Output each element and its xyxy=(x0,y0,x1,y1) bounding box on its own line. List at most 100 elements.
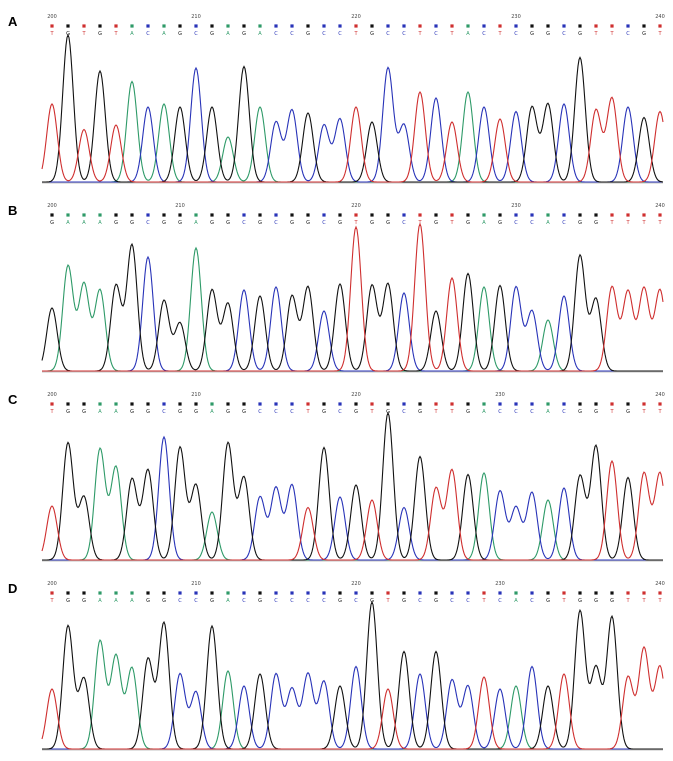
trace-a xyxy=(42,80,663,183)
base-call-marker xyxy=(98,402,102,406)
base-letter: G xyxy=(210,31,214,37)
base-letter: C xyxy=(290,31,294,37)
base-call-marker xyxy=(626,24,630,28)
base-call-marker xyxy=(162,24,166,28)
base-letter: T xyxy=(657,598,662,604)
chromatogram-panel-d: 200 210 220 230 240 T G G A A A G G C C G A C G C C C C G C G T G C G… xyxy=(0,575,673,760)
base-call-marker xyxy=(562,24,566,28)
base-call-marker xyxy=(66,213,70,217)
base-call-marker xyxy=(498,402,502,406)
base-call-marker xyxy=(450,591,454,595)
base-call-marker xyxy=(178,591,182,595)
base-call-marker xyxy=(322,591,326,595)
base-letter: C xyxy=(338,409,342,415)
base-letter: T xyxy=(593,31,598,37)
base-letter: A xyxy=(226,598,230,604)
base-call-marker xyxy=(386,591,390,595)
base-letter: G xyxy=(162,220,166,226)
base-letter: C xyxy=(514,409,518,415)
base-letter: C xyxy=(402,31,406,37)
base-call-marker xyxy=(530,591,534,595)
base-letter: C xyxy=(194,598,198,604)
base-call-marker xyxy=(402,591,406,595)
base-letter: T xyxy=(449,31,454,37)
base-letter: C xyxy=(530,220,534,226)
base-letter: G xyxy=(578,31,582,37)
base-letter: G xyxy=(530,31,534,37)
base-call-marker xyxy=(402,24,406,28)
base-call-marker xyxy=(82,24,86,28)
base-letter: G xyxy=(642,31,646,37)
base-letter: C xyxy=(562,31,566,37)
base-letter: C xyxy=(306,598,310,604)
base-call-marker xyxy=(354,402,358,406)
base-call-marker xyxy=(130,402,134,406)
base-letter: G xyxy=(546,31,550,37)
base-letter: G xyxy=(98,31,102,37)
base-call-marker xyxy=(642,213,646,217)
base-letter: A xyxy=(194,220,198,226)
base-letter: T xyxy=(609,31,614,37)
base-letter: A xyxy=(466,31,470,37)
base-letter: C xyxy=(322,598,326,604)
base-letter: G xyxy=(466,409,470,415)
base-letter: A xyxy=(130,598,134,604)
base-call-marker xyxy=(402,213,406,217)
trace-t xyxy=(41,90,664,183)
base-call-marker xyxy=(402,402,406,406)
base-letter: G xyxy=(578,409,582,415)
base-call-marker xyxy=(546,213,550,217)
base-call-marker xyxy=(354,24,358,28)
base-letter: G xyxy=(130,409,134,415)
base-call-marker xyxy=(290,213,294,217)
base-call-marker xyxy=(226,213,230,217)
base-call-marker xyxy=(594,24,598,28)
base-call-marker xyxy=(210,402,214,406)
position-label: 210 xyxy=(191,14,201,20)
base-letter: A xyxy=(114,598,118,604)
base-call-marker xyxy=(482,591,486,595)
base-call-marker xyxy=(322,24,326,28)
base-letter: A xyxy=(98,220,102,226)
base-call-marker xyxy=(418,591,422,595)
base-call-marker xyxy=(114,24,118,28)
base-call-marker xyxy=(322,213,326,217)
trace-a xyxy=(42,639,663,750)
base-call-marker xyxy=(578,213,582,217)
base-call-marker xyxy=(370,213,374,217)
base-letter: T xyxy=(417,31,422,37)
base-call-marker xyxy=(274,213,278,217)
base-call-marker xyxy=(98,213,102,217)
base-letter: A xyxy=(210,409,214,415)
base-letter: C xyxy=(514,220,518,226)
base-call-marker xyxy=(162,591,166,595)
base-call-marker xyxy=(450,402,454,406)
base-letter: A xyxy=(162,31,166,37)
base-call-marker xyxy=(146,213,150,217)
base-call-marker xyxy=(514,591,518,595)
position-label: 200 xyxy=(47,203,57,209)
base-letter: C xyxy=(562,220,566,226)
base-letter: C xyxy=(626,31,630,37)
base-call-marker xyxy=(146,402,150,406)
position-label: 220 xyxy=(351,14,361,20)
base-letter: C xyxy=(162,409,166,415)
trace-t xyxy=(42,222,664,372)
base-call-marker xyxy=(354,213,358,217)
base-letter: G xyxy=(306,31,310,37)
base-call-marker xyxy=(338,213,342,217)
base-call-marker xyxy=(434,402,438,406)
base-call-marker xyxy=(50,591,54,595)
base-letter: C xyxy=(146,220,150,226)
base-call-marker xyxy=(66,402,70,406)
base-letter: T xyxy=(657,31,662,37)
base-call-marker xyxy=(178,24,182,28)
base-letter: G xyxy=(306,220,310,226)
base-letter: C xyxy=(322,31,326,37)
base-call-marker xyxy=(274,24,278,28)
base-call-marker xyxy=(338,591,342,595)
base-letter: G xyxy=(178,31,182,37)
base-letter: T xyxy=(561,598,566,604)
base-call-marker xyxy=(658,591,662,595)
base-letter: G xyxy=(578,598,582,604)
